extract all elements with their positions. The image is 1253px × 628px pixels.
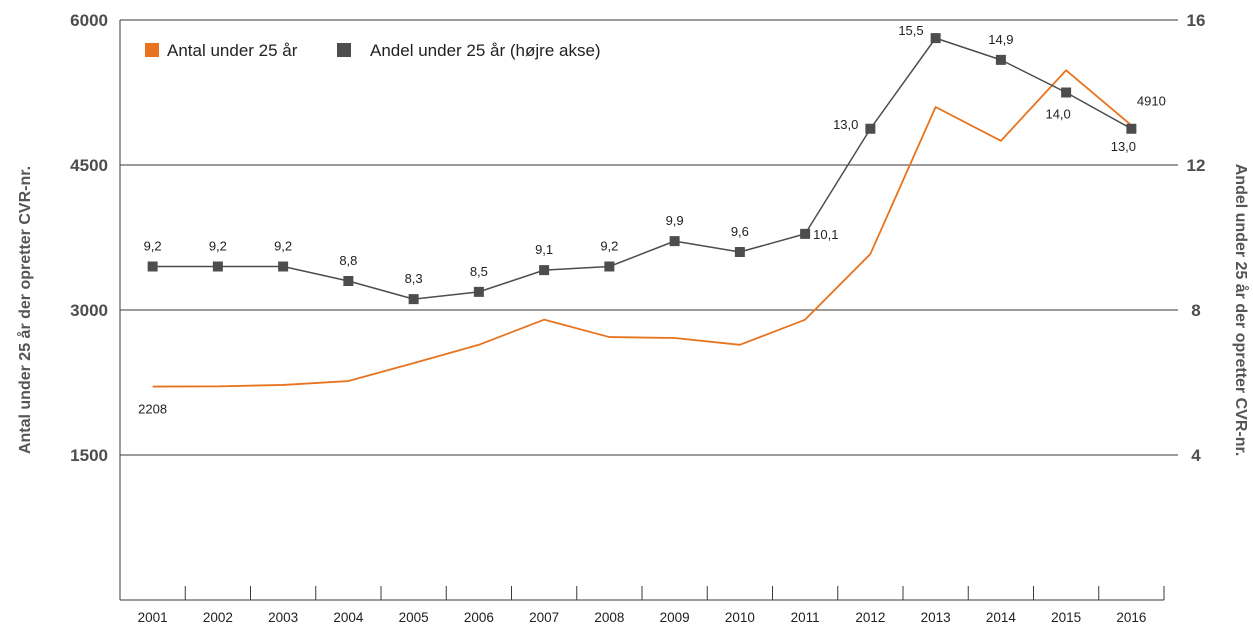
x-axis-ticks: 2001 2002 2003 2004 2005 2006 2007 2008 2009 2010… <box>119 586 1146 625</box>
data-point-andel <box>147 261 158 272</box>
data-point-andel <box>539 265 550 276</box>
left-tick-label: 6000 <box>70 11 108 30</box>
left-axis-title: Antal under 25 år der opretter CVR-nr. <box>16 166 34 454</box>
x-tick-label: 2014 <box>986 610 1017 625</box>
data-point-andel <box>1126 123 1137 134</box>
left-axis-ticks: 1500 3000 4500 6000 <box>70 11 108 465</box>
right-tick-label: 16 <box>1187 11 1206 30</box>
data-point-andel <box>408 294 419 305</box>
data-label-andel: 15,5 <box>898 23 923 38</box>
right-axis-title: Andel under 25 år der opretter CVR-nr. <box>1232 164 1250 457</box>
left-tick-label: 3000 <box>70 301 108 320</box>
data-label-andel: 14,0 <box>1045 107 1070 122</box>
x-tick-label: 2005 <box>399 610 429 625</box>
x-tick-label: 2016 <box>1116 610 1146 625</box>
data-label-andel: 9,1 <box>535 242 553 257</box>
series-line-antal <box>152 69 1132 388</box>
data-label-andel: 9,2 <box>274 239 292 254</box>
data-label-andel: 9,2 <box>209 239 227 254</box>
data-label-andel: 9,2 <box>144 239 162 254</box>
data-point-andel <box>473 286 484 297</box>
x-tick-label: 2012 <box>855 610 885 625</box>
data-point-andel <box>734 247 745 257</box>
x-tick-label: 2003 <box>268 610 298 625</box>
legend-swatch-andel <box>337 43 351 57</box>
data-point-andel <box>865 123 876 134</box>
data-point-andel <box>930 33 941 44</box>
right-tick-label: 8 <box>1191 301 1200 320</box>
data-label-andel: 13,0 <box>833 117 858 132</box>
data-point-andel <box>1061 87 1072 98</box>
right-tick-label: 4 <box>1191 446 1201 465</box>
x-tick-label: 2008 <box>594 610 624 625</box>
data-point-andel <box>278 261 289 272</box>
series-line-andel <box>152 37 1132 300</box>
right-tick-label: 12 <box>1187 156 1206 175</box>
data-label-andel: 8,3 <box>405 271 423 286</box>
series-lines <box>152 37 1132 388</box>
data-label-antal: 2208 <box>138 402 167 417</box>
gridlines <box>120 19 1178 456</box>
data-label-andel: 14,9 <box>988 32 1013 47</box>
left-tick-label: 1500 <box>70 446 108 465</box>
legend-label-andel: Andel under 25 år (højre akse) <box>370 41 601 60</box>
x-tick-label: 2001 <box>138 610 168 625</box>
x-tick-label: 2013 <box>921 610 951 625</box>
data-point-andel <box>669 236 680 247</box>
data-point-andel <box>604 261 615 272</box>
data-label-andel: 13,0 <box>1111 139 1136 154</box>
legend-label-antal: Antal under 25 år <box>167 41 298 60</box>
x-tick-label: 2015 <box>1051 610 1081 625</box>
data-label-andel: 8,8 <box>339 253 357 268</box>
data-label-andel: 9,9 <box>666 213 684 228</box>
right-axis-ticks: 4 8 12 16 <box>1187 11 1206 465</box>
x-tick-label: 2004 <box>333 610 364 625</box>
x-tick-label: 2011 <box>791 610 820 625</box>
x-tick-label: 2010 <box>725 610 755 625</box>
x-tick-label: 2007 <box>529 610 559 625</box>
data-label-andel: 8,5 <box>470 264 488 279</box>
data-label-andel: 9,2 <box>600 239 618 254</box>
x-tick-label: 2006 <box>464 610 494 625</box>
data-point-andel <box>212 261 223 272</box>
data-labels: 9,2 9,2 9,2 8,8 8,3 8,5 9,1 9,2 9,9 9,6 10,1 13,0 15… <box>138 23 1166 416</box>
data-point-andel <box>343 276 354 286</box>
legend: Antal under 25 år Andel under 25 år (høj… <box>145 41 601 60</box>
series-markers <box>147 33 1137 305</box>
x-tick-label: 2002 <box>203 610 233 625</box>
data-label-andel: 10,1 <box>813 227 838 242</box>
data-label-andel: 9,6 <box>731 224 749 239</box>
data-label-antal: 4910 <box>1137 93 1166 108</box>
data-point-andel <box>995 54 1006 65</box>
x-tick-label: 2009 <box>660 610 690 625</box>
left-tick-label: 4500 <box>70 156 108 175</box>
data-point-andel <box>800 228 811 239</box>
legend-swatch-antal <box>145 43 159 57</box>
